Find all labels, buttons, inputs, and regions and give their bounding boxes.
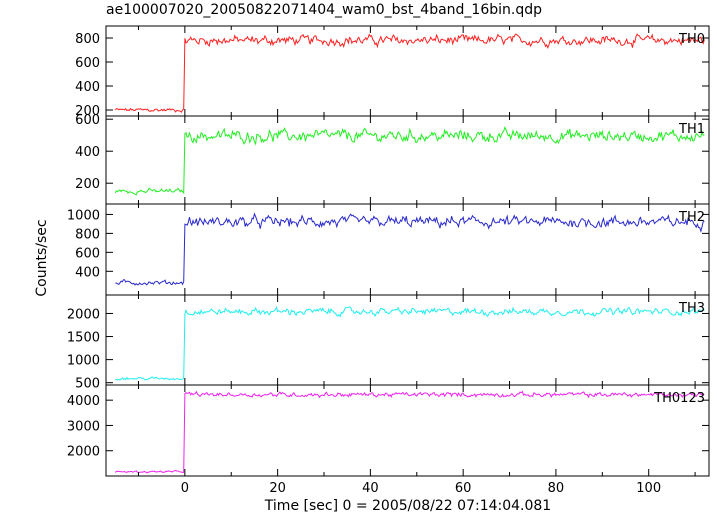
y-tick-label-th3: 2000 — [67, 307, 100, 322]
y-axis-label: Counts/sec — [34, 219, 50, 297]
panel-frame-th2 — [105, 203, 710, 296]
y-tick-label-th0: 600 — [75, 56, 100, 71]
x-tick-label: 0 — [181, 481, 189, 496]
panel-label-th0: TH0 — [678, 32, 705, 47]
x-tick-label: 80 — [548, 481, 565, 496]
panel-label-th0123: TH0123 — [653, 391, 705, 406]
series-line-th2 — [115, 212, 705, 286]
panel-label-th1: TH1 — [678, 122, 705, 137]
x-axis-label: Time [sec] 0 = 2005/08/22 07:14:04.081 — [264, 498, 552, 514]
y-tick-label-th2: 600 — [75, 246, 100, 261]
x-tick-label: 40 — [362, 481, 379, 496]
y-tick-label-th2: 1000 — [67, 208, 100, 223]
y-tick-label-th0123: 4000 — [67, 394, 100, 409]
x-tick-label: 20 — [269, 481, 286, 496]
y-tick-label-th3: 1000 — [67, 354, 100, 369]
y-tick-label-th0123: 3000 — [67, 419, 100, 434]
chart-title: ae100007020_20050822071404_wam0_bst_4ban… — [106, 2, 543, 18]
x-tick-label: 100 — [636, 481, 661, 496]
y-tick-label-th2: 800 — [75, 227, 100, 242]
panel-frame-th0123 — [105, 384, 710, 477]
y-tick-label-th0: 800 — [75, 32, 100, 47]
y-tick-label-th1: 400 — [75, 145, 100, 160]
y-tick-label-th0: 200 — [75, 104, 100, 119]
y-tick-label-th2: 400 — [75, 265, 100, 280]
panel-frame-th0 — [105, 25, 710, 117]
series-line-th3 — [115, 305, 705, 381]
y-tick-label-th0123: 2000 — [67, 445, 100, 460]
panel-frame-th1 — [105, 115, 710, 205]
series-line-th0123 — [114, 390, 705, 474]
panel-label-th3: TH3 — [678, 301, 705, 316]
series-line-th0 — [114, 33, 705, 113]
panel-label-th2: TH2 — [678, 210, 705, 225]
y-tick-label-th3: 500 — [75, 377, 100, 392]
y-tick-label-th3: 1500 — [67, 331, 100, 346]
x-tick-label: 60 — [455, 481, 472, 496]
y-tick-label-th1: 200 — [75, 177, 100, 192]
y-tick-label-th0: 400 — [75, 80, 100, 95]
series-line-th1 — [114, 126, 705, 196]
y-tick-label-th1: 600 — [75, 113, 100, 128]
